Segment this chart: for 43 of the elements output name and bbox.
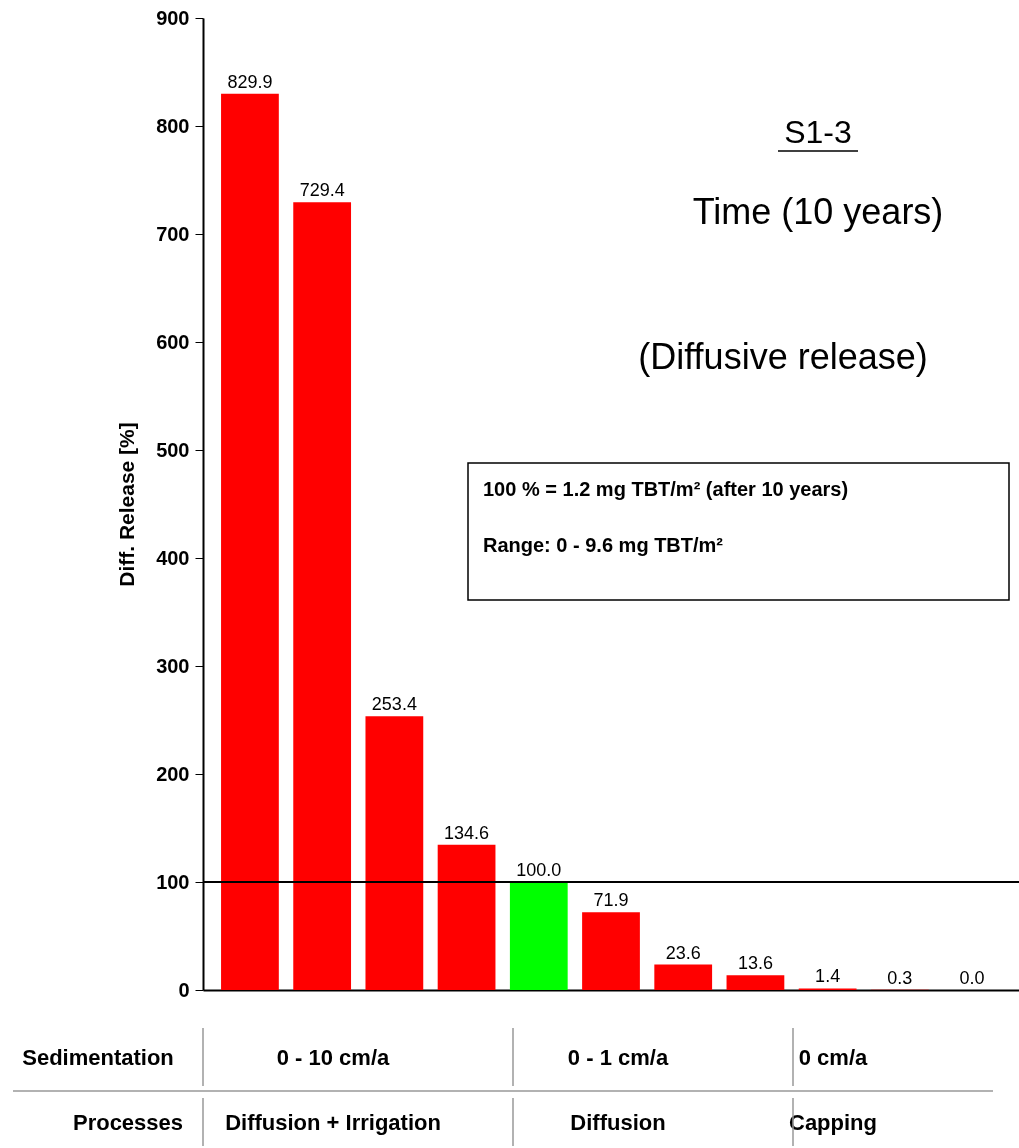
data-label: 0.0	[959, 968, 985, 988]
bar	[509, 882, 568, 990]
annotation: 100 % = 1.2 mg TBT/m² (after 10 years)	[483, 478, 849, 500]
data-label: 0.3	[887, 967, 913, 988]
y-axis-title: Diff. Release [%]	[115, 422, 139, 587]
text: 0 - 10 cm/a	[276, 1045, 391, 1070]
y-tick-label: 200	[156, 762, 190, 785]
data-label: 71.9	[593, 890, 629, 911]
bar	[365, 716, 424, 990]
data-label: 100.0	[516, 860, 562, 880]
y-tick-label: 800	[156, 114, 190, 137]
data-label: 134.6	[444, 822, 490, 843]
annotation: (Diffusive release)	[638, 336, 928, 377]
bar	[654, 964, 713, 990]
data-label: 1.4	[815, 966, 841, 987]
bar	[726, 975, 785, 990]
y-tick-label: 100	[156, 870, 190, 893]
y-tick-label: 300	[156, 654, 190, 677]
text: Diffusion	[570, 1110, 666, 1135]
annotation: S1-3	[784, 114, 852, 150]
annotation: Range: 0 - 9.6 mg TBT/m²	[483, 534, 724, 556]
text: Diffusion + Irrigation	[225, 1110, 441, 1135]
y-tick-label: 500	[156, 438, 190, 461]
text: 0 cm/a	[798, 1045, 869, 1070]
y-tick-label: 900	[156, 6, 190, 29]
bar	[293, 202, 352, 990]
data-label: 253.4	[371, 694, 417, 715]
text: Capping	[789, 1110, 877, 1135]
y-tick-label: 600	[156, 330, 190, 353]
data-label: 23.6	[665, 942, 701, 963]
bar	[582, 912, 640, 990]
y-tick-label: 0	[178, 978, 190, 1001]
text: Processes	[72, 1110, 184, 1135]
data-label: 13.6	[737, 953, 773, 974]
y-tick-label: 700	[156, 222, 190, 245]
bar	[437, 844, 496, 990]
bar	[221, 93, 279, 990]
text: Sedimentation	[22, 1045, 174, 1070]
data-label: 829.9	[227, 71, 273, 92]
y-tick-label: 400	[156, 546, 190, 569]
text: 0 - 1 cm/a	[567, 1045, 669, 1070]
annotation: Time (10 years)	[692, 191, 944, 232]
data-label: 729.4	[299, 180, 345, 201]
